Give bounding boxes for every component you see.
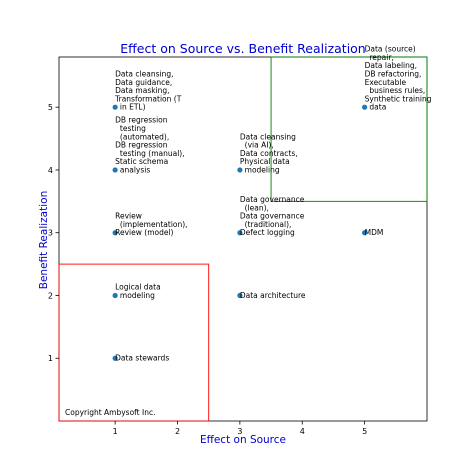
point-label: Data (source) repair, Data labeling, DB re… [365, 45, 432, 112]
data-point [237, 167, 243, 173]
data-point [362, 104, 368, 110]
plot-area: 1 2 3 4 5 1 2 3 4 5 Data cleansing, Data guidance, D… [48, 45, 432, 436]
plot-frame [58, 56, 428, 422]
point-label: Data cleansing, Data guidance, Data maskin… [114, 70, 182, 112]
x-tick-label: 5 [362, 427, 367, 436]
data-point [237, 292, 243, 299]
y-tick-label: 3 [48, 229, 53, 238]
y-tick-label: 2 [48, 291, 53, 300]
data-point [362, 230, 368, 236]
x-tick-label: 4 [300, 427, 305, 436]
point-label: Data architecture [240, 291, 306, 300]
y-axis-label: Benefit Realization [38, 191, 50, 289]
point-label: MDM [365, 228, 384, 237]
data-point [237, 230, 243, 236]
data-point [112, 230, 118, 236]
data-point [112, 167, 118, 173]
data-point [112, 292, 118, 299]
point-label: DB regression testing (automated), DB reg… [115, 116, 184, 175]
point-label: Data cleansing (via AI), Data contracts, P… [240, 132, 298, 174]
x-tick-label: 2 [175, 427, 180, 436]
point-label: Data governance (lean), Data governance (… [240, 195, 305, 237]
y-tick-label: 4 [48, 166, 53, 175]
y-tick-label: 5 [48, 103, 53, 112]
region-low-effect-low-benefit [58, 263, 210, 422]
data-point [112, 355, 118, 361]
point-label: Data stewards [115, 354, 169, 363]
point-label: Logical data modeling [115, 283, 161, 300]
x-axis-label: Effect on Source [200, 434, 286, 446]
chart-title: Effect on Source vs. Benefit Realization [120, 41, 365, 56]
region-high-effect-high-benefit [270, 56, 428, 202]
x-tick-label: 1 [113, 427, 118, 436]
copyright-note: Copyright Ambysoft Inc. [65, 408, 155, 417]
data-point [112, 104, 118, 110]
x-tick-label: 3 [237, 427, 242, 436]
point-label: Review (implementation), Review (model) [115, 212, 187, 238]
y-tick-label: 1 [48, 354, 53, 363]
